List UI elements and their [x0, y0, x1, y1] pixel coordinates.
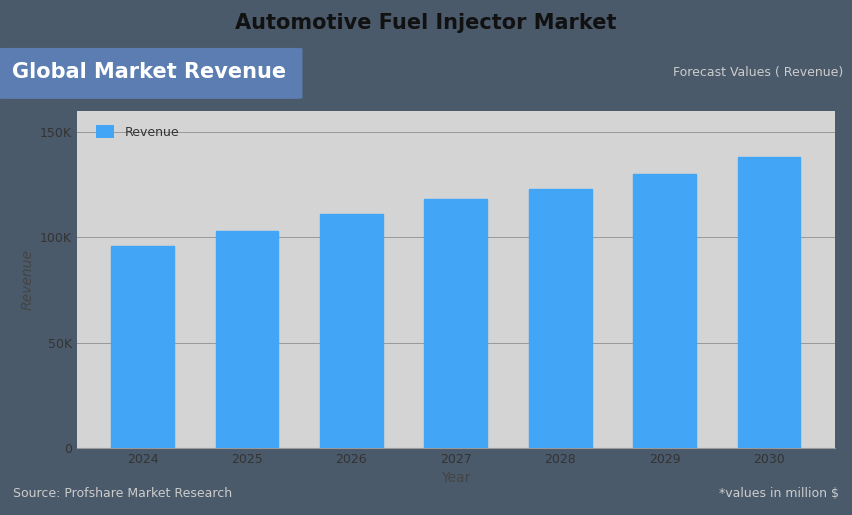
X-axis label: Year: Year — [441, 471, 470, 486]
Text: Source: Profshare Market Research: Source: Profshare Market Research — [13, 487, 232, 500]
Text: Global Market Revenue: Global Market Revenue — [12, 62, 286, 82]
Bar — [738, 157, 801, 448]
Bar — [424, 199, 487, 448]
Bar — [111, 246, 174, 448]
Bar — [529, 188, 591, 448]
FancyBboxPatch shape — [0, 48, 302, 99]
Text: *values in million $: *values in million $ — [719, 487, 839, 500]
Text: Forecast Values ( Revenue): Forecast Values ( Revenue) — [673, 66, 843, 79]
Text: Automotive Fuel Injector Market: Automotive Fuel Injector Market — [235, 13, 617, 33]
Bar — [633, 174, 696, 448]
Bar — [320, 214, 383, 448]
Y-axis label: Revenue: Revenue — [20, 249, 34, 310]
Bar — [216, 231, 279, 448]
Legend: Revenue: Revenue — [90, 121, 184, 144]
